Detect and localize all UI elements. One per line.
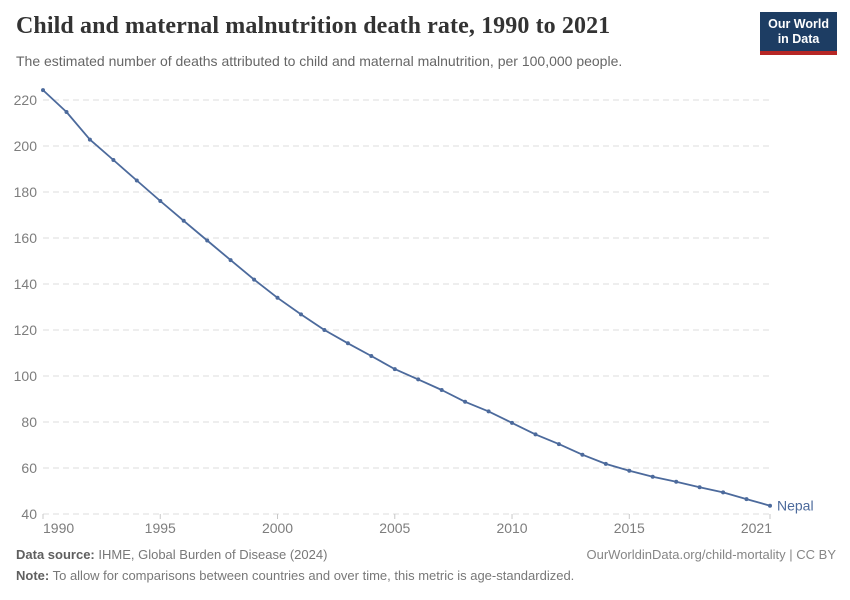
owid-logo-line2: in Data [777,31,820,46]
data-point[interactable] [158,199,163,203]
x-axis-label: 2005 [379,520,410,536]
data-point[interactable] [181,218,186,223]
data-point[interactable] [345,341,350,346]
data-point[interactable] [556,442,561,447]
x-axis-label: 2010 [496,520,527,536]
note-line: Note: To allow for comparisons between c… [16,568,574,583]
data-point[interactable] [580,452,585,457]
data-source-line: Data source: IHME, Global Burden of Dise… [16,547,327,562]
data-point[interactable] [650,474,655,479]
note-label: Note: [16,568,50,583]
data-point[interactable] [603,461,608,466]
y-axis-label: 120 [14,322,38,338]
note-text: To allow for comparisons between countri… [49,568,575,583]
data-point[interactable] [533,432,538,437]
data-point[interactable] [369,354,374,358]
data-point[interactable] [463,399,468,404]
x-axis-label: 1995 [145,520,176,536]
x-axis-label: 2021 [741,520,772,536]
owid-citation-link[interactable]: OurWorldinData.org/child-mortality | CC … [586,547,837,562]
data-point[interactable] [205,238,210,243]
data-point[interactable] [41,88,45,93]
owid-logo-line1: Our World [768,17,829,31]
data-point[interactable] [228,258,233,263]
y-axis-label: 140 [14,276,38,292]
data-point[interactable] [768,503,772,508]
data-point[interactable] [392,367,397,372]
data-point[interactable] [252,277,257,282]
series-line-nepal[interactable] [42,89,771,507]
data-source-text: IHME, Global Burden of Disease (2024) [94,547,328,562]
data-point[interactable] [744,497,749,502]
data-point[interactable] [510,420,514,425]
data-point[interactable] [721,490,726,495]
data-point[interactable] [275,295,280,300]
x-axis-label: 2000 [262,520,293,536]
series-end-label[interactable]: Nepal [777,498,814,514]
data-point[interactable] [111,158,116,162]
data-point[interactable] [87,137,92,142]
y-axis-label: 180 [14,184,38,200]
data-point[interactable] [697,485,702,490]
x-axis-label: 1990 [43,520,74,536]
y-axis-label: 100 [14,368,38,384]
data-source-label: Data source: [16,547,95,562]
data-point[interactable] [416,377,421,382]
data-point[interactable] [64,110,69,114]
chart-subtitle: The estimated number of deaths attribute… [16,53,623,69]
y-axis-label: 160 [14,230,38,246]
y-axis-label: 200 [14,138,38,154]
y-axis-label: 80 [21,414,37,430]
data-point[interactable] [627,468,632,473]
data-point[interactable] [439,388,444,392]
y-axis-label: 60 [21,460,37,476]
data-point[interactable] [134,178,139,183]
chart-title: Child and maternal malnutrition death ra… [16,13,611,39]
y-axis-label: 40 [21,506,37,522]
data-point[interactable] [674,479,679,484]
owid-logo[interactable]: Our World in Data [760,12,837,55]
x-axis-label: 2015 [614,520,645,536]
data-point[interactable] [299,312,303,317]
data-point[interactable] [486,409,491,414]
y-axis-label: 220 [14,92,38,108]
data-point[interactable] [322,328,327,332]
